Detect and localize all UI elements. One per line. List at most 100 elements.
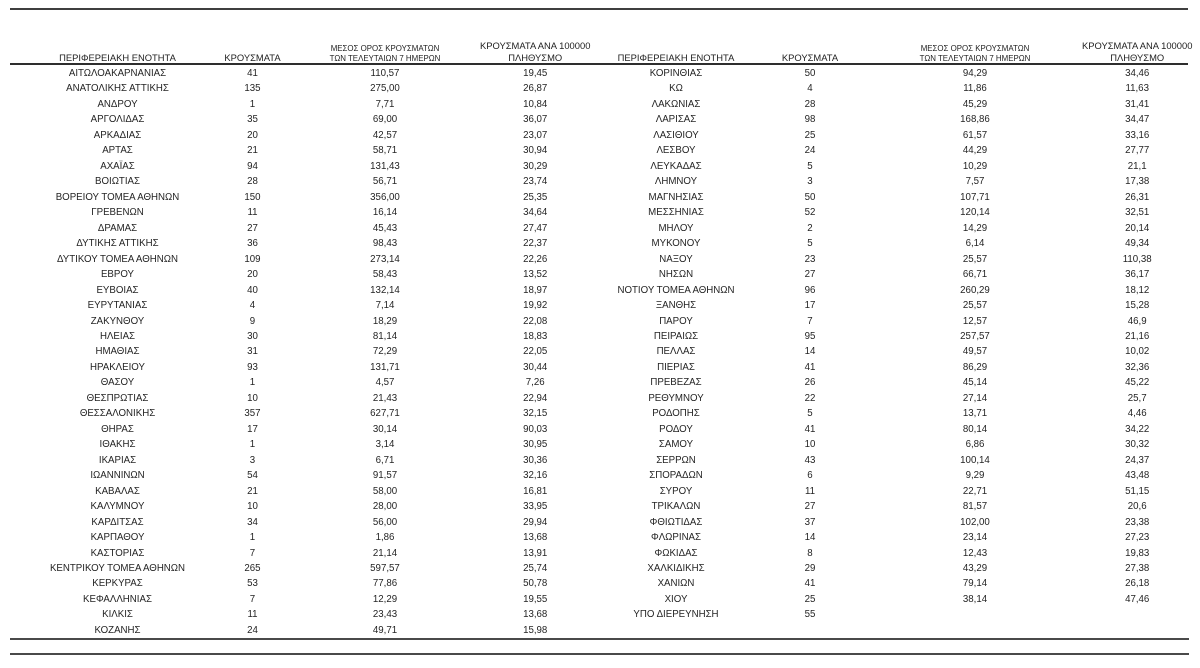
cases-cell: 41 [247,68,258,79]
table-row: ΒΟΡΕΙΟΥ ΤΟΜΕΑ ΑΘΗΝΩΝ 150 356,00 25,35 [20,190,590,205]
avg7-cell: 42,57 [372,129,398,141]
table-row: ΛΗΜΝΟΥ 3 7,57 17,38 [600,174,1192,189]
per100k-cell: 36,07 [523,114,548,126]
per100k-cell: 23,74 [523,176,548,188]
per100k-cell: 21,1 [1127,160,1147,172]
per100k-cell: 20,14 [1125,222,1150,234]
region-cell: ΝΟΤΙΟΥ ΤΟΜΕΑ ΑΘΗΝΩΝ [617,284,735,296]
table-row: ΚΑΣΤΟΡΙΑΣ 7 21,14 13,91 [20,546,590,561]
cases-cell: 10 [804,439,816,451]
cases-cell: 30 [247,330,258,342]
per100k-cell: 15,98 [523,624,548,636]
avg7-cell: 110,57 [370,68,400,79]
region-cell: ΜΕΣΣΗΝΙΑΣ [648,207,704,219]
per100k-cell: 18,97 [523,284,548,296]
region-cell: ΦΛΩΡΙΝΑΣ [650,532,702,544]
avg7-cell: 12,43 [962,547,988,559]
region-cell: ΘΕΣΠΡΩΤΙΑΣ [86,392,149,404]
cases-cell: 135 [244,83,261,95]
table-row: ΑΡΤΑΣ 21 58,71 30,94 [20,143,590,158]
cases-cell: 109 [244,253,261,265]
per100k-cell: 33,95 [523,501,548,513]
per100k-cell: 31,41 [1125,98,1150,110]
cases-cell: 41 [804,423,816,435]
per100k-cell: 4,46 [1127,408,1147,420]
per100k-cell: 18,83 [523,330,548,342]
region-cell: ΡΟΔΟΠΗΣ [652,408,700,420]
cases-cell: 1 [249,377,256,389]
table-row: ΝΑΞΟΥ 23 25,57 110,38 [600,252,1192,267]
cases-cell: 20 [247,269,258,281]
table-row: ΠΙΕΡΙΑΣ 41 86,29 32,36 [600,360,1192,375]
cases-cell: 24 [247,624,258,636]
table-row: ΣΑΜΟΥ 10 6,86 30,32 [600,437,1192,452]
header-avg7: ΜΕΣΟΣ ΟΡΟΣ ΚΡΟΥΣΜΑΤΩΝ ΤΩΝ ΤΕΛΕΥΤΑΙΩΝ 7 Η… [290,36,480,66]
cases-table-left: ΠΕΡΙΦΕΡΕΙΑΚΗ ΕΝΟΤΗΤΑ ΚΡΟΥΣΜΑΤΑ ΜΕΣΟΣ ΟΡΟ… [20,36,590,638]
region-cell: ΔΡΑΜΑΣ [97,222,138,234]
cases-cell: 11 [247,207,258,219]
table-row: ΦΘΙΩΤΙΔΑΣ 37 102,00 23,38 [600,515,1192,530]
table-header-row-right: ΠΕΡΙΦΕΡΕΙΑΚΗ ΕΝΟΤΗΤΑ ΚΡΟΥΣΜΑΤΑ ΜΕΣΟΣ ΟΡΟ… [600,36,1193,66]
region-cell: ΛΕΥΚΑΔΑΣ [650,160,702,172]
region-cell: ΚΕΝΤΡΙΚΟΥ ΤΟΜΕΑ ΑΘΗΝΩΝ [49,563,186,574]
table-row: ΧΑΝΙΩΝ 41 79,14 26,18 [600,576,1192,591]
cases-cell: 37 [804,516,816,528]
table-row: ΧΙΟΥ 25 38,14 47,46 [600,592,1192,607]
cases-cell: 1 [249,532,256,544]
cases-cell: 36 [247,238,258,250]
per100k-cell: 34,47 [1125,114,1150,126]
region-cell: ΠΑΡΟΥ [659,315,693,327]
per100k-cell: 22,08 [523,315,548,327]
avg7-cell: 44,29 [962,145,988,157]
per100k-cell: 27,23 [1125,532,1150,544]
table-row: ΜΑΓΝΗΣΙΑΣ 50 107,71 26,31 [600,190,1192,205]
region-cell: ΚΟΖΑΝΗΣ [94,624,141,636]
region-cell: ΘΑΣΟΥ [100,377,135,389]
header-avg7-line2: ΤΩΝ ΤΕΛΕΥΤΑΙΩΝ 7 ΗΜΕΡΩΝ [919,53,1031,63]
table-row: ΣΕΡΡΩΝ 43 100,14 24,37 [600,453,1192,468]
cases-cell: 95 [804,330,816,342]
cases-cell: 5 [807,408,813,420]
per100k-cell: 19,45 [523,68,548,79]
cases-cell: 53 [247,578,258,590]
region-cell: ΧΑΝΙΩΝ [657,578,695,590]
per100k-cell: 34,22 [1125,423,1150,435]
avg7-cell: 61,57 [962,129,988,141]
region-cell: ΑΡΤΑΣ [102,145,133,157]
per100k-cell: 21,16 [1125,330,1150,342]
table-row: ΛΕΣΒΟΥ 24 44,29 27,77 [600,143,1192,158]
table-row: ΚΕΦΑΛΛΗΝΙΑΣ 7 12,29 19,55 [20,592,590,607]
table-row: ΠΕΙΡΑΙΩΣ 95 257,57 21,16 [600,329,1192,344]
per100k-cell: 43,48 [1125,470,1150,482]
region-cell: ΝΗΣΩΝ [658,269,694,281]
region-cell: ΣΕΡΡΩΝ [656,454,696,466]
region-cell: ΔΥΤΙΚΗΣ ΑΤΤΙΚΗΣ [76,238,159,250]
avg7-cell: 4,57 [375,377,395,389]
cases-cell: 22 [804,392,816,404]
avg7-cell: 6,86 [965,439,985,451]
cases-cell: 50 [804,68,816,79]
cases-cell: 52 [804,207,816,219]
region-cell: ΜΑΓΝΗΣΙΑΣ [648,191,704,203]
avg7-cell: 45,29 [962,98,988,110]
table-row: ΜΗΛΟΥ 2 14,29 20,14 [600,221,1192,236]
region-cell: ΠΕΛΛΑΣ [656,346,696,358]
per100k-cell: 10,84 [523,98,548,110]
region-cell: ΠΙΕΡΙΑΣ [657,361,695,373]
region-cell: ΑΧΑΪΑΣ [100,160,135,172]
avg7-cell: 69,00 [372,114,398,126]
avg7-cell: 25,57 [962,300,988,312]
region-cell: ΕΒΡΟΥ [100,269,135,281]
cases-cell: 6 [807,470,813,482]
table-row: ΥΠΟ ΔΙΕΡΕΥΝΗΣΗ 55 [600,607,1192,622]
region-cell: ΝΑΞΟΥ [659,253,693,265]
table-row: ΔΥΤΙΚΗΣ ΑΤΤΙΚΗΣ 36 98,43 22,37 [20,236,590,251]
avg7-cell: 131,43 [370,160,400,172]
cases-cell: 50 [804,191,816,203]
per100k-cell: 20,6 [1127,501,1147,513]
per100k-cell: 34,46 [1125,68,1150,79]
cases-cell: 43 [804,454,816,466]
region-cell: ΡΟΔΟΥ [659,423,693,435]
avg7-cell: 257,57 [960,330,990,342]
